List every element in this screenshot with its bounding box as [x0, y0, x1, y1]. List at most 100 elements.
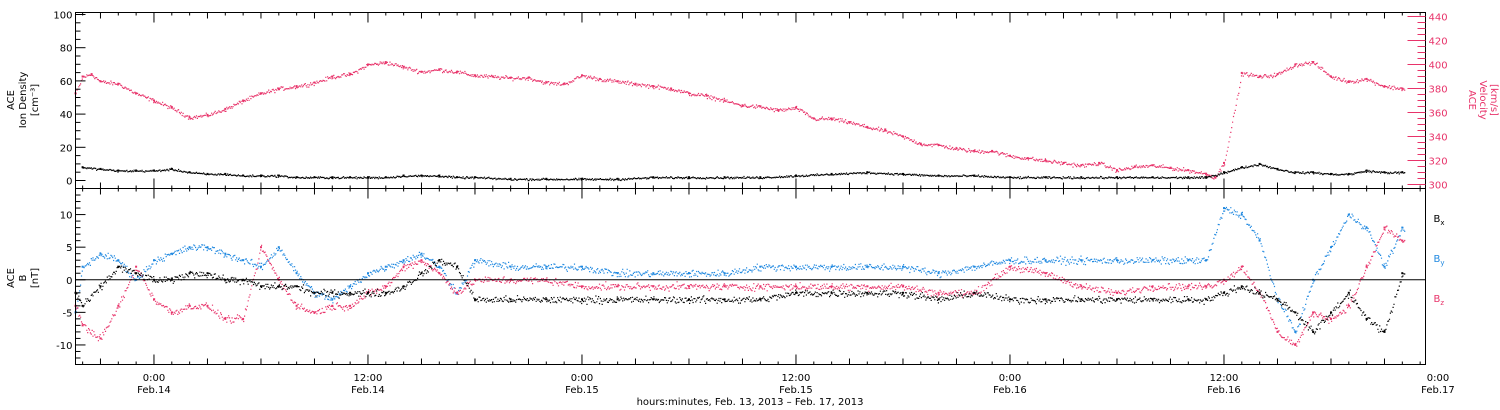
time-tick-label: 0:00: [571, 373, 593, 384]
by-point: [331, 298, 334, 301]
density-point: [135, 169, 138, 172]
by-point: [866, 265, 869, 268]
bz-point: [206, 304, 209, 307]
bz-point: [1205, 285, 1208, 288]
by-point: [795, 265, 797, 268]
bz-point: [1240, 265, 1243, 268]
field-tick-label: 10: [60, 211, 73, 222]
bx-point: [367, 291, 369, 294]
density-axis-label-1: ACE: [6, 90, 17, 110]
by-point: [367, 272, 369, 275]
time-tick-label: 0:00: [999, 373, 1021, 384]
bz-point: [1365, 265, 1368, 268]
bx-point: [902, 291, 904, 294]
legend-item-bz: Bz: [1434, 294, 1445, 307]
by-point: [545, 265, 548, 268]
density-point: [331, 176, 334, 179]
bx-point: [723, 298, 726, 301]
bx-point: [1258, 291, 1261, 294]
legend-subscript: x: [1440, 219, 1444, 227]
bz-point: [331, 304, 334, 307]
field-tick-label: -10: [56, 341, 72, 352]
velocity-point: [1044, 159, 1047, 162]
by-point: [117, 259, 120, 262]
bz-point: [117, 304, 120, 307]
by-point: [402, 259, 405, 262]
bz-point: [260, 246, 262, 249]
bx-point: [795, 291, 797, 294]
by-point: [902, 265, 904, 268]
velocity-point: [741, 104, 744, 107]
time-tick-label: 12:00: [354, 373, 383, 384]
bx-point: [688, 298, 690, 301]
density-point: [688, 176, 690, 179]
bx-point: [1401, 272, 1404, 275]
by-point: [420, 252, 423, 255]
density-point: [830, 172, 833, 175]
bx-point: [206, 272, 209, 275]
velocity-tick-label: 360: [1429, 109, 1448, 120]
by-point: [1187, 259, 1190, 262]
field-panel: -10 -5 0 5 10 ACE B [nT] Bx By Bz: [6, 188, 1445, 365]
bz-point: [295, 304, 298, 307]
velocity-point: [1240, 71, 1243, 74]
bz-point: [723, 285, 726, 288]
bx-point: [509, 298, 512, 301]
by-point: [1080, 259, 1083, 262]
bz-point: [688, 285, 690, 288]
density-point: [438, 174, 441, 177]
velocity-axis-label-1: ACE: [1466, 90, 1477, 110]
by-point: [1044, 259, 1047, 262]
velocity-point: [848, 121, 851, 124]
time-tick-label: 12:00: [1210, 373, 1239, 384]
time-axis-label: hours:minutes, Feb. 13, 2013 – Feb. 17, …: [637, 397, 864, 408]
date-tick-label: Feb.15: [779, 385, 813, 396]
bz-series: [74, 225, 1406, 347]
density-point: [367, 176, 369, 179]
bz-point: [1330, 317, 1332, 320]
by-point: [1330, 246, 1332, 249]
bz-point: [81, 324, 84, 327]
velocity-point: [1223, 161, 1225, 164]
bz-point: [795, 285, 797, 288]
velocity-point: [527, 76, 530, 79]
field-axis-label-2: B: [18, 274, 29, 281]
velocity-tick-label: 300: [1429, 181, 1448, 192]
velocity-point: [1347, 80, 1350, 83]
field-legend: Bx By Bz: [1434, 214, 1445, 307]
velocity-point: [1205, 172, 1208, 175]
bz-point: [1009, 265, 1011, 268]
bx-point: [384, 291, 387, 294]
density-point: [759, 176, 762, 179]
bx-point: [1347, 291, 1350, 294]
date-tick-label: Feb.16: [1207, 385, 1241, 396]
bx-point: [616, 298, 619, 301]
velocity-point: [973, 149, 976, 152]
velocity-point: [242, 99, 245, 102]
bz-point: [1151, 285, 1154, 288]
bx-point: [1044, 298, 1047, 301]
velocity-point: [705, 94, 708, 97]
velocity-point: [188, 116, 191, 119]
density-tick-label: 60: [60, 77, 73, 88]
bz-point: [349, 304, 352, 307]
field-tick-label: 0: [66, 276, 72, 287]
bx-point: [277, 285, 280, 288]
date-tick-label: Feb.14: [351, 385, 385, 396]
legend-subscript: z: [1440, 299, 1444, 307]
density-axis-label-3: [cm⁻³]: [30, 84, 41, 116]
bz-point: [1294, 343, 1297, 346]
density-axis-label-2: Ion Density: [18, 72, 29, 129]
velocity-point: [295, 85, 298, 88]
density-tick-label: 0: [66, 177, 72, 188]
bz-point: [830, 285, 833, 288]
bx-point: [99, 285, 102, 288]
velocity-tick-label: 380: [1429, 85, 1448, 96]
bz-point: [937, 291, 940, 294]
bx-cloud: [75, 258, 1406, 335]
bx-point: [349, 291, 352, 294]
plasma-panel: 0 20 40 60 80 100 300 320 340 360 380 400 420 440 AC…: [6, 11, 1499, 192]
bx-point: [1383, 330, 1386, 333]
by-cloud: [75, 206, 1406, 334]
